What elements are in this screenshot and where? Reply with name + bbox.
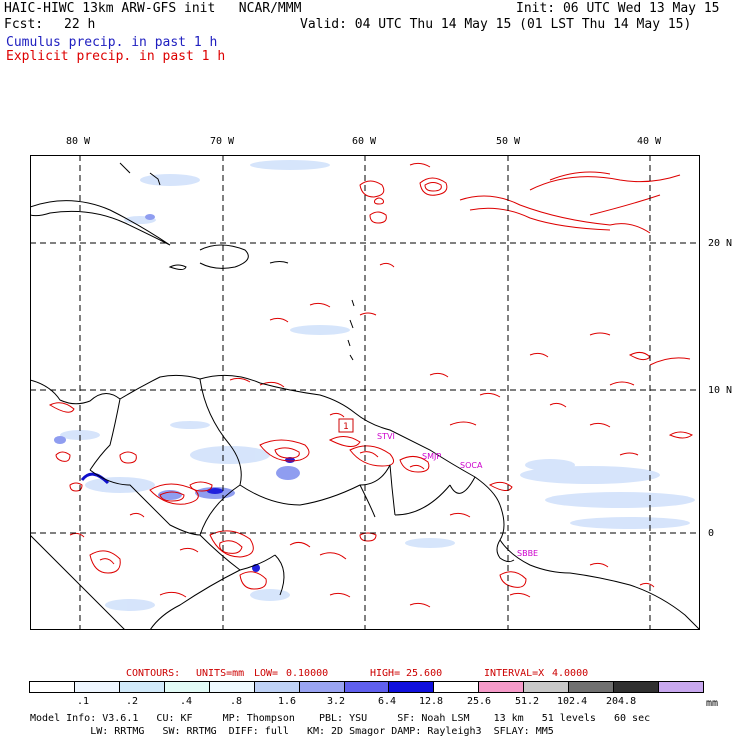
contours-low-label: LOW= [254,668,279,679]
legend-level-6.4: 6.4 [378,696,397,707]
contours-high-label: HIGH= [370,668,401,679]
contours-label: CONTOURS: [126,668,181,679]
legend-swatch [118,681,165,693]
station-stvi: STVI [377,432,395,441]
lon-label-60w: 60 W [352,136,377,147]
precip-color-legend [29,681,704,693]
legend-swatch [613,681,660,693]
contours-interval-value: 4.0000 [552,668,589,679]
contours-low-value: 0.10000 [286,668,329,679]
coastlines-and-borders [30,162,700,630]
legend-swatch [343,681,390,693]
lat-lon-grid [30,155,700,630]
legend-level-51.2: 51.2 [515,696,540,707]
run-title: HAIC-HIWC 13km ARW-GFS init NCAR/MMM [4,1,302,16]
legend-level-0.8: .8 [230,696,243,707]
legend-level-12.8: 12.8 [419,696,444,707]
legend-level-0.4: .4 [180,696,193,707]
legend-level-1.6: 1.6 [278,696,297,707]
valid-time: Valid: 04 UTC Thu 14 May 15 (01 LST Thu … [300,17,692,32]
lon-label-70w: 70 W [210,136,235,147]
legend-swatch [388,681,435,693]
legend-swatch [658,681,704,693]
legend-level-25.6: 25.6 [467,696,492,707]
legend-swatch [433,681,480,693]
explicit-precip-contours [48,162,693,608]
lon-label-80w: 80 W [66,136,91,147]
precip-map: 1 STVI SMJP SOCA SBBE [30,155,700,630]
model-info-line2: LW: RRTMG SW: RRTMG DIFF: full KM: 2D Sm… [30,726,554,737]
legend-swatch [478,681,525,693]
legend-swatch [298,681,345,693]
model-info-line1: Model Info: V3.6.1 CU: KF MP: Thompson P… [30,713,651,724]
legend-level-102.4: 102.4 [557,696,588,707]
legend-level-204.8: 204.8 [606,696,637,707]
contours-units: UNITS=mm [196,668,245,679]
lat-label-10n: 10 N [708,385,733,396]
legend-level-3.2: 3.2 [327,696,346,707]
lat-label-20n: 20 N [708,238,733,249]
lon-label-50w: 50 W [496,136,521,147]
contours-interval-label: INTERVAL=X [484,668,545,679]
legend-swatch [163,681,210,693]
legend-swatch [253,681,300,693]
max-marker-label: 1 [343,422,349,432]
cumulus-legend-label: Cumulus precip. in past 1 h [6,35,218,50]
legend-swatch [73,681,120,693]
explicit-legend-label: Explicit precip. in past 1 h [6,49,226,64]
legend-swatch [523,681,570,693]
legend-level-0.2: .2 [126,696,139,707]
lat-label-0: 0 [708,528,715,539]
legend-swatch [29,681,75,693]
station-smjp: SMJP [422,452,441,461]
max-marker-box [338,418,354,433]
legend-level-0.1: .1 [77,696,90,707]
legend-swatch [568,681,615,693]
init-time: Init: 06 UTC Wed 13 May 15 [516,1,720,16]
contours-high-value: 25.600 [406,668,443,679]
legend-swatch [208,681,255,693]
legend-units: mm [706,698,719,709]
forecast-label: Fcst: [4,17,44,32]
forecast-hours: 22 h [64,17,96,32]
lon-label-40w: 40 W [637,136,662,147]
station-soca: SOCA [460,461,483,470]
station-sbbe: SBBE [517,549,538,558]
